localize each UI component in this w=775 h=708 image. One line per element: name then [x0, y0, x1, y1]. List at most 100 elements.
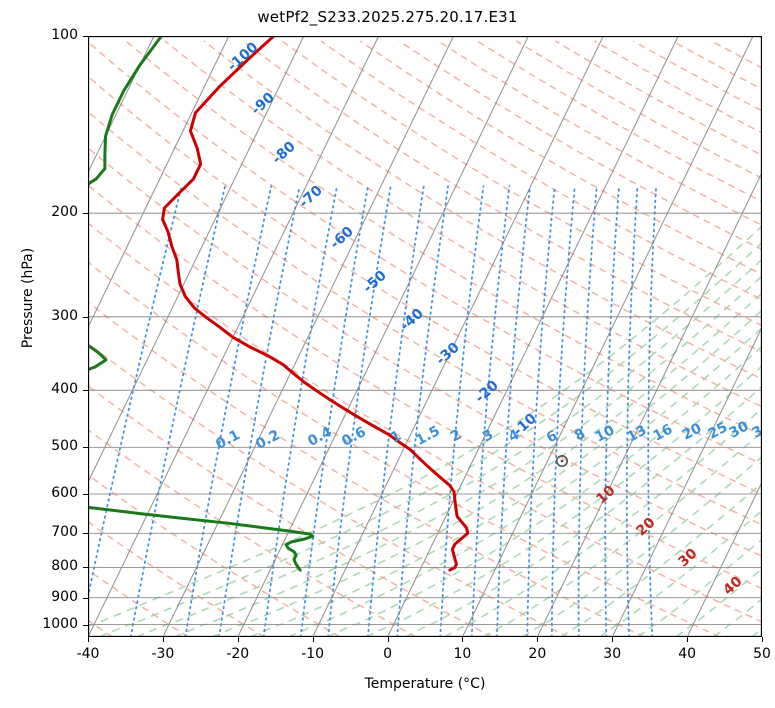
mixing-ratio-line: [439, 185, 485, 637]
moist-adiabat-line: [136, 258, 762, 637]
mixing-ratio-line: [218, 185, 301, 637]
plot-border: [88, 36, 762, 637]
moist-adiabat-line: [560, 482, 762, 637]
x-tick-label: -10: [301, 646, 325, 662]
temperature-curve: [161, 36, 470, 572]
mixing-ratio-line: [366, 185, 425, 637]
dry-adiabat-line: [88, 184, 762, 590]
isotherm-line: [162, 36, 455, 637]
y-tick-mark: [83, 493, 88, 495]
dry-adiabat-line: [88, 147, 762, 557]
mixing-ratio-line: [396, 185, 449, 637]
isotherm-line: [536, 171, 762, 637]
dry-adiabat-line: [88, 75, 762, 495]
isobar-group: [88, 36, 762, 626]
x-tick-mark: [762, 637, 763, 642]
y-tick-mark: [83, 447, 88, 449]
moist-adiabat-line: [521, 455, 762, 637]
y-tick-mark: [83, 624, 88, 626]
y-tick-label: 200: [51, 204, 78, 221]
y-tick-mark: [83, 36, 88, 37]
isotherm-line: [611, 326, 762, 637]
y-tick-label: 100: [51, 27, 78, 43]
mixing-ratio-group: [88, 185, 658, 637]
moist-adiabat-line: [288, 326, 762, 637]
x-axis-label: Temperature (°C): [364, 676, 486, 692]
x-tick-mark: [612, 637, 614, 642]
dry-adiabat-line: [88, 110, 762, 526]
moist-adiabat-line: [483, 430, 762, 637]
x-tick-mark: [162, 637, 164, 642]
dry-adiabat-line: [88, 222, 762, 623]
isotherm-line: [686, 480, 762, 637]
isotherm-line: [312, 36, 604, 637]
x-tick-label: -40: [76, 646, 100, 662]
moist-adiabat-line: [365, 364, 762, 637]
x-tick-label: -30: [151, 646, 175, 662]
isotherm-line: [461, 36, 754, 637]
y-tick-mark: [83, 567, 88, 569]
y-tick-label: 800: [51, 558, 78, 575]
x-tick-mark: [312, 637, 314, 642]
y-tick-mark: [83, 533, 88, 535]
dry-adiabat-line: [88, 342, 569, 637]
x-tick-mark: [387, 637, 389, 642]
dewpoint-curve: [88, 36, 315, 572]
mixing-ratio-line: [299, 185, 369, 637]
y-tick-label: 900: [51, 588, 78, 605]
lcl-marker: [555, 454, 568, 467]
dry-adiabat-line: [88, 385, 493, 637]
isotherm-line: [88, 36, 305, 484]
plot-area: -100 -90 -80 -70 -60 -50 -40 -30 -20 -10 10 20 30 40 0…: [88, 36, 762, 637]
sounding-curves-group: [88, 36, 470, 572]
dry-adiabat-line: [88, 569, 189, 637]
x-tick-label: 30: [603, 646, 622, 662]
y-tick-label: 1000: [42, 615, 78, 632]
y-tick-label: 600: [51, 484, 78, 501]
dry-adiabat-group: [88, 40, 762, 637]
x-tick-mark: [88, 637, 89, 642]
x-tick-mark: [687, 637, 689, 642]
moist-adiabat-line: [173, 275, 762, 637]
moist-adiabat-line: [404, 385, 762, 637]
mixing-ratio-line: [129, 185, 226, 637]
y-tick-mark: [83, 213, 88, 215]
x-tick-mark: [237, 637, 239, 642]
isotherm-line: [237, 36, 529, 637]
x-tick-label: -20: [226, 646, 250, 662]
dry-adiabat-line: [88, 301, 645, 637]
x-tick-label: 50: [753, 646, 771, 662]
x-tick-label: 40: [678, 646, 697, 662]
moist-adiabat-group: [88, 224, 762, 637]
moist-adiabat-line: [211, 291, 762, 637]
dry-adiabat-line: [88, 428, 417, 637]
x-tick-label: 10: [453, 646, 472, 662]
dry-adiabat-line: [320, 40, 762, 301]
y-tick-label: 400: [51, 381, 78, 398]
y-tick-label: 300: [51, 307, 78, 324]
x-tick-mark: [537, 637, 539, 642]
y-tick-mark: [83, 390, 88, 392]
moist-adiabat-line: [249, 309, 762, 637]
y-tick-mark: [83, 597, 88, 599]
y-tick-mark: [83, 316, 88, 318]
skewt-svg: -100-90-80-70-60-50-40-30-20-10102030400…: [88, 36, 762, 637]
mixing-ratio-line: [262, 185, 338, 637]
dry-adiabat-line: [281, 40, 762, 327]
mixing-ratio-line: [88, 185, 183, 602]
moist-adiabat-line: [326, 345, 762, 637]
marker-group: [555, 454, 568, 467]
mixing-ratio-line: [327, 185, 392, 637]
y-axis-label: Pressure (hPa): [20, 247, 36, 349]
isotherm-line: [88, 36, 230, 329]
lcl-marker-dot: [560, 459, 564, 463]
moist-adiabat-line: [88, 224, 762, 627]
dry-adiabat-line: [242, 40, 762, 353]
y-tick-label: 500: [51, 438, 78, 455]
plot-background: [88, 36, 762, 637]
mixing-ratio-line: [184, 185, 273, 637]
x-tick-label: 0: [383, 646, 392, 662]
isotherm-group: [88, 36, 762, 637]
isotherm-line: [387, 36, 679, 637]
